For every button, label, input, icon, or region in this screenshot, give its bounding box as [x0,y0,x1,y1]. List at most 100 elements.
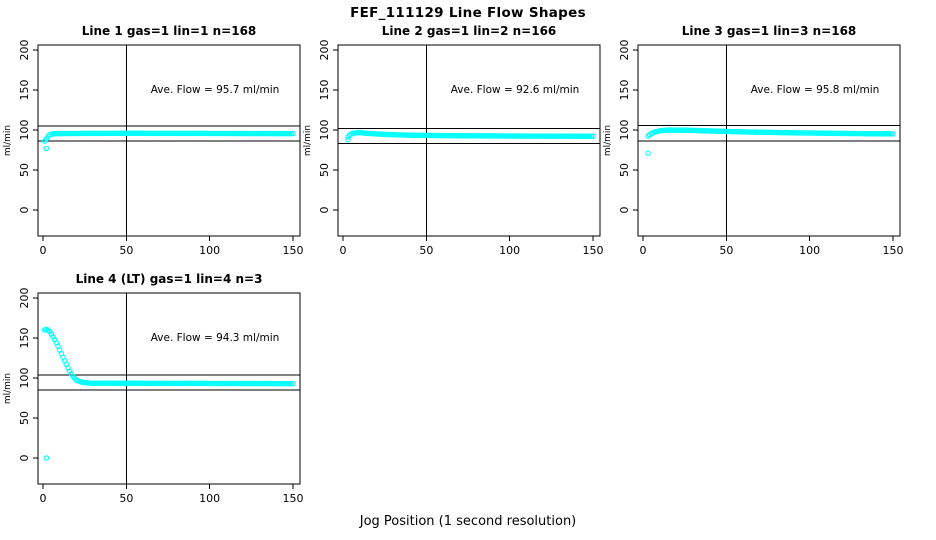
data-point [180,380,186,387]
data-point [176,130,183,137]
y-axis-title: ml/min [303,125,313,156]
data-point [163,130,170,137]
data-point [548,133,555,139]
data-point [206,380,213,387]
data-point [148,130,155,137]
data-point [128,380,135,387]
data-point [176,380,183,387]
data-point [580,133,586,139]
data-point [516,133,523,139]
panel-title: Line 3 gas=1 lin=3 n=168 [682,24,857,38]
data-point [468,133,475,139]
data-point [550,133,556,139]
data-point [286,130,293,137]
data-point [251,130,258,137]
data-point [128,130,135,137]
data-point [280,130,286,137]
data-point [673,127,680,133]
data-point [63,130,70,137]
data-point [280,380,286,387]
data-point [473,133,480,139]
data-point [228,380,235,387]
x-tick-label: 100 [199,492,220,505]
data-point [283,380,290,387]
data-point [275,380,281,387]
data-point [161,130,168,137]
data-point [515,133,521,139]
data-point [171,130,178,137]
data-point [141,130,148,137]
data-point [571,133,578,139]
data-point [210,130,216,137]
data-point [93,380,100,386]
data-point [178,380,185,387]
y-tick-label: 200 [318,40,331,61]
data-point [215,130,221,137]
data-point [161,380,168,387]
data-point [233,130,240,137]
data-point [535,133,541,139]
data-point [465,133,471,139]
panel-4: 0 50 100 150 0 50 100 150 200 ml/min Line 4 (LT) g… [3,272,304,505]
data-point [101,380,108,386]
data-point [536,133,543,139]
data-point [675,127,681,133]
data-point [155,380,161,387]
data-point [216,380,223,387]
data-point [243,130,250,137]
data-point [238,130,245,137]
x-tick-label: 0 [640,244,647,257]
data-point [566,133,573,139]
data-point [276,130,283,137]
data-point [111,380,118,387]
data-point [205,130,211,137]
data-point [235,130,241,137]
data-point [510,133,516,139]
data-point [146,130,153,137]
plot-box [337,44,601,237]
data-point [243,380,250,387]
data-point [250,380,256,387]
outlier-point [43,145,50,152]
data-point [220,380,226,387]
data-point [123,130,130,137]
data-point [503,133,510,139]
data-point [145,380,151,387]
data-point [268,130,275,137]
x-tick-label: 150 [883,244,904,257]
data-point [58,130,65,137]
data-point [226,130,233,137]
data-point [666,127,673,133]
data-point [165,380,171,387]
data-point [140,380,146,387]
data-point [670,127,676,133]
data-point [506,133,513,139]
data-point [108,130,115,137]
data-point [125,130,131,137]
data-point [173,380,180,387]
ave-flow-annotation: Ave. Flow = 95.8 ml/min [751,84,880,96]
data-point [213,380,220,387]
data-point [523,133,530,139]
data-point [156,380,163,387]
panel-3: 0 50 100 150 0 50 100 150 200 ml/min Line 3 gas=1 … [603,24,904,257]
data-point [126,130,133,137]
data-point [583,133,590,139]
data-point [95,380,101,386]
data-point [551,133,558,139]
data-point [285,130,291,137]
data-point [210,380,216,387]
data-point [191,380,198,387]
data-point [203,130,210,137]
data-point [495,133,501,139]
y-tick-label: 150 [18,328,31,349]
data-point [211,130,218,137]
data-point [170,380,176,387]
data-point [541,133,548,139]
data-point [56,130,63,137]
y-axis-title: ml/min [3,373,13,404]
data-point [578,133,585,139]
data-point [531,133,538,139]
data-point [278,380,285,387]
